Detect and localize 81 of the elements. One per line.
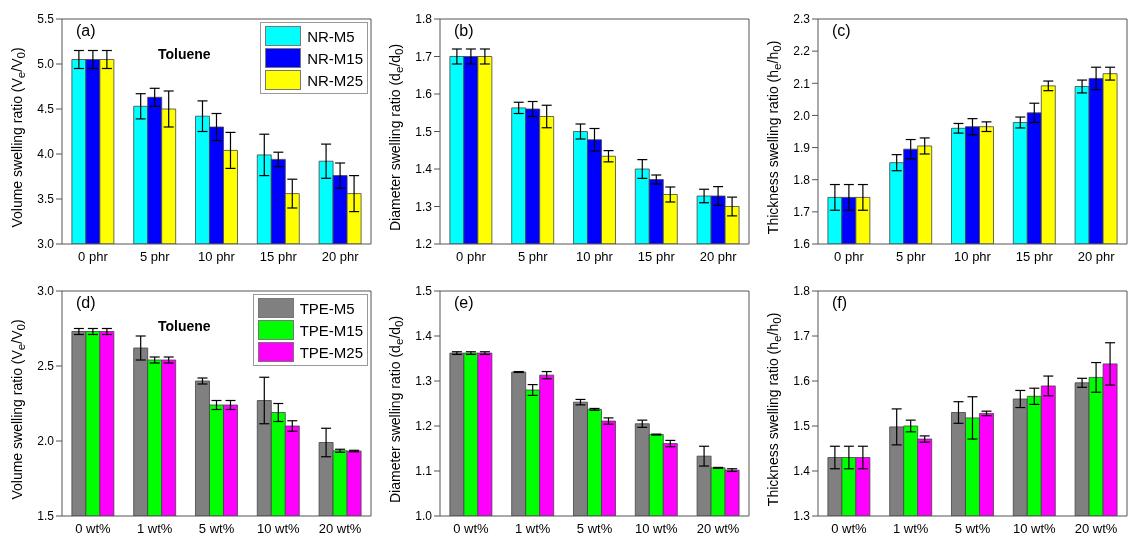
annotation: (e) xyxy=(454,294,474,312)
x-tick-label: 0 wt% xyxy=(453,521,490,537)
x-tick-label: 5 phr xyxy=(895,249,927,265)
y-tick-label: 1.5 xyxy=(415,284,433,299)
x-tick-label: 20 phr xyxy=(699,249,738,265)
y-tick-label: 1.6 xyxy=(793,374,811,389)
y-tick-label: 1.8 xyxy=(793,284,811,299)
x-tick-label: 1 wt% xyxy=(515,521,551,537)
y-tick-label: 1.6 xyxy=(415,87,433,102)
x-tick-label: 0 phr xyxy=(78,249,109,265)
y-tick-label: 3.5 xyxy=(37,192,55,207)
legend-label: NR-M5 xyxy=(307,27,355,45)
annotation: (c) xyxy=(832,22,851,40)
y-tick-label: 2.0 xyxy=(37,434,55,449)
annotation: (a) xyxy=(76,22,96,40)
y-tick-label: 1.7 xyxy=(793,329,811,344)
y-tick-label: 1.7 xyxy=(793,205,811,220)
x-tick-label: 15 phr xyxy=(637,249,676,265)
x-tick-label: 20 wt% xyxy=(1074,521,1118,537)
annotation: Toluene xyxy=(158,46,211,62)
legend-label: TPE-M15 xyxy=(299,321,363,339)
x-tick-label: 0 phr xyxy=(834,249,865,265)
y-tick-label: 1.0 xyxy=(415,509,433,524)
x-tick-label: 5 phr xyxy=(139,249,171,265)
x-tick-label: 20 phr xyxy=(1077,249,1116,265)
y-tick-label: 1.2 xyxy=(415,419,433,434)
y-tick-label: 1.1 xyxy=(415,464,433,479)
y-tick-label: 5.0 xyxy=(37,57,55,72)
x-tick-label: 5 wt% xyxy=(198,521,235,537)
y-tick-label: 1.5 xyxy=(415,124,433,139)
annotation: (d) xyxy=(76,294,96,312)
y-tick-label: 1.7 xyxy=(415,49,433,64)
x-tick-label: 10 phr xyxy=(576,249,614,265)
x-tick-label: 20 phr xyxy=(321,249,360,265)
x-tick-label: 5 wt% xyxy=(954,521,991,537)
x-tick-label: 0 phr xyxy=(456,249,487,265)
x-tick-label: 10 wt% xyxy=(256,521,301,537)
annotation: Toluene xyxy=(158,318,211,334)
x-tick-label: 5 wt% xyxy=(576,521,613,537)
x-tick-label: 5 phr xyxy=(517,249,549,265)
legend-label: NR-M15 xyxy=(307,49,363,67)
x-tick-label: 0 wt% xyxy=(75,521,112,537)
y-tick-label: 1.4 xyxy=(415,162,433,177)
y-tick-label: 3.0 xyxy=(37,284,55,299)
x-tick-label: 10 phr xyxy=(954,249,992,265)
y-tick-label: 1.4 xyxy=(793,464,811,479)
x-tick-label: 15 phr xyxy=(1015,249,1054,265)
y-tick-label: 1.5 xyxy=(793,419,811,434)
y-tick-label: 2.1 xyxy=(793,76,811,91)
y-tick-label: 1.2 xyxy=(415,237,433,252)
y-tick-label: 1.5 xyxy=(37,509,55,524)
y-tick-label: 5.5 xyxy=(37,12,55,27)
y-tick-label: 2.0 xyxy=(793,108,811,123)
x-tick-label: 10 phr xyxy=(198,249,236,265)
y-tick-label: 1.3 xyxy=(415,199,433,214)
y-tick-label: 2.3 xyxy=(793,12,811,27)
y-tick-label: 4.5 xyxy=(37,102,55,117)
legend-label: NR-M25 xyxy=(307,71,363,89)
x-tick-label: 15 phr xyxy=(259,249,298,265)
y-tick-label: 1.8 xyxy=(415,12,433,27)
legend-label: TPE-M25 xyxy=(299,343,363,361)
y-tick-label: 1.8 xyxy=(793,172,811,187)
annotation: (b) xyxy=(454,22,474,40)
legend-label: TPE-M5 xyxy=(299,299,355,317)
x-tick-label: 1 wt% xyxy=(137,521,173,537)
y-tick-label: 1.4 xyxy=(415,329,433,344)
y-tick-label: 1.9 xyxy=(793,140,811,155)
y-tick-label: 2.5 xyxy=(37,359,55,374)
y-tick-label: 1.3 xyxy=(415,374,433,389)
x-tick-label: 0 wt% xyxy=(831,521,868,537)
y-tick-label: 2.2 xyxy=(793,44,811,59)
x-tick-label: 20 wt% xyxy=(696,521,740,537)
y-tick-label: 4.0 xyxy=(37,147,55,162)
annotation: (f) xyxy=(832,294,848,312)
y-tick-label: 3.0 xyxy=(37,237,55,252)
y-tick-label: 1.3 xyxy=(793,509,811,524)
x-tick-label: 1 wt% xyxy=(893,521,929,537)
x-tick-label: 10 wt% xyxy=(1012,521,1057,537)
y-tick-label: 1.6 xyxy=(793,237,811,252)
x-tick-label: 20 wt% xyxy=(318,521,362,537)
x-tick-label: 10 wt% xyxy=(634,521,679,537)
